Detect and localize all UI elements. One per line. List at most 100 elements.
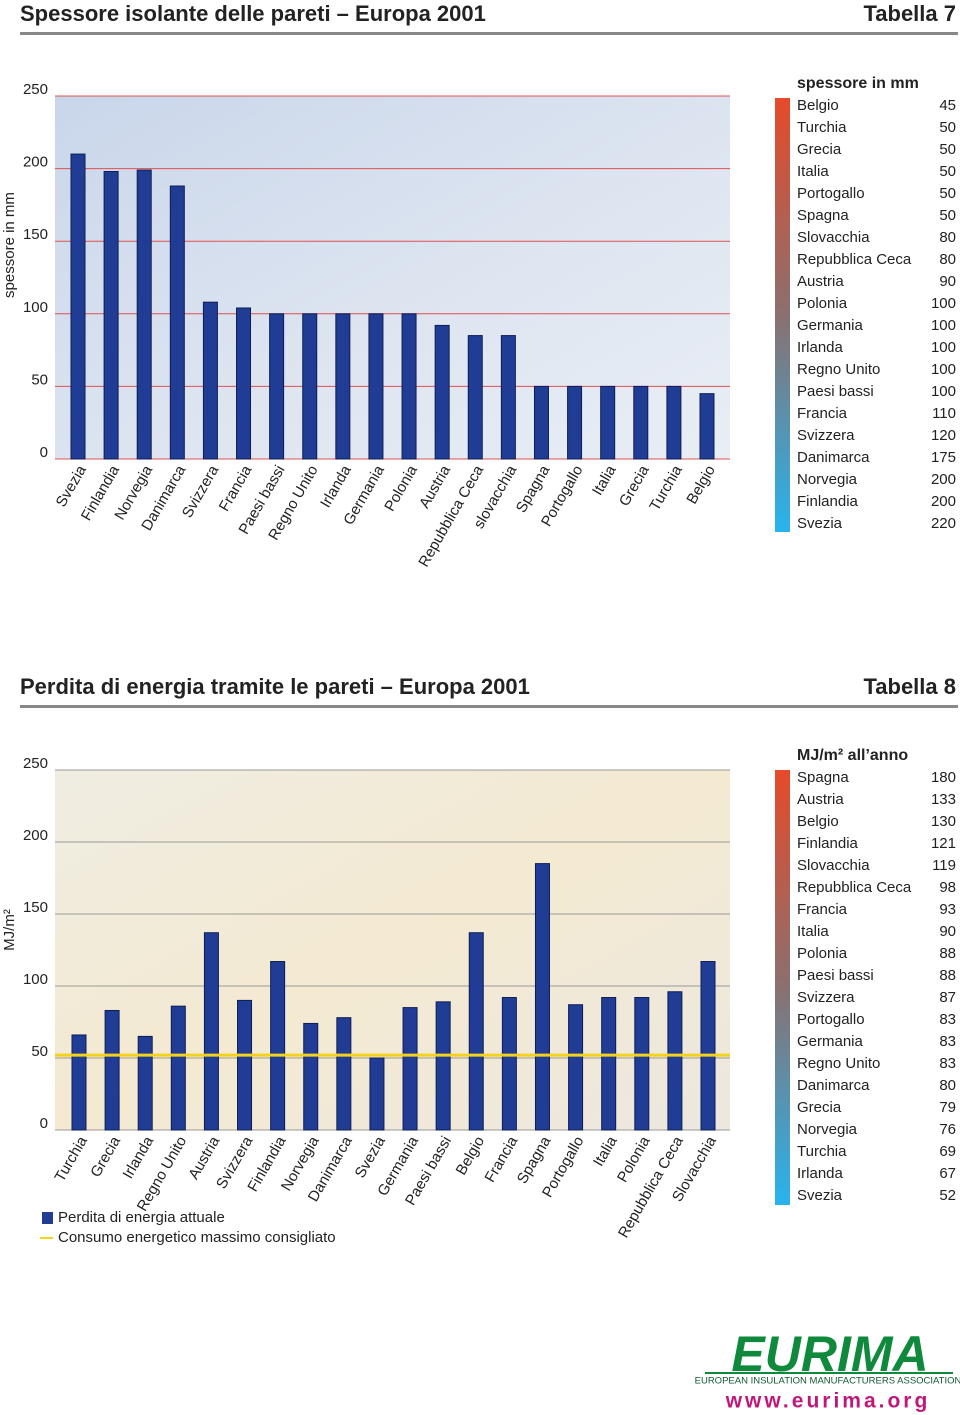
table-value: 220	[931, 515, 956, 532]
bar	[237, 999, 253, 1131]
x-tick-label: Turchia	[51, 1133, 91, 1185]
table-value: 50	[939, 141, 956, 158]
table-country: Francia	[797, 405, 848, 422]
chart-title: Spessore isolante delle pareti – Europa …	[20, 1, 486, 26]
bar	[567, 385, 583, 460]
table-country: Italia	[797, 163, 829, 180]
table-country: Turchia	[797, 119, 847, 136]
table-value: 45	[939, 97, 956, 114]
bar	[202, 301, 218, 460]
table-country: Repubblica Ceca	[797, 879, 912, 896]
y-axis-title: spessore in mm	[1, 192, 18, 298]
table-value: 83	[939, 1055, 956, 1072]
table-country: Irlanda	[797, 1165, 844, 1182]
table-country: Finlandia	[797, 493, 859, 510]
table-country: Belgio	[797, 813, 839, 830]
bar	[270, 961, 286, 1131]
color-strip	[775, 770, 790, 1205]
y-tick-label: 200	[23, 154, 48, 171]
bar	[633, 385, 649, 460]
table-label: Tabella 8	[863, 674, 956, 699]
y-tick-label: 150	[23, 899, 48, 916]
table-country: Paesi bassi	[797, 967, 874, 984]
table-value: 175	[931, 449, 956, 466]
table-value: 200	[931, 471, 956, 488]
bar	[568, 1004, 584, 1131]
table-value: 130	[931, 813, 956, 830]
chart-title: Perdita di energia tramite le pareti – E…	[20, 674, 530, 699]
bar	[303, 1022, 319, 1131]
bar	[434, 324, 450, 460]
table-value: 80	[939, 251, 956, 268]
y-tick-label: 250	[23, 755, 48, 772]
table-country: Grecia	[797, 141, 842, 158]
bar	[104, 1009, 120, 1131]
bar	[169, 185, 185, 460]
table-country: Regno Unito	[797, 1055, 880, 1072]
y-axis-title: MJ/m²	[1, 909, 18, 951]
bar	[335, 313, 351, 460]
table-country: Slovacchia	[797, 229, 870, 246]
table-header: MJ/m² all’anno	[797, 747, 908, 764]
table-value: 200	[931, 493, 956, 510]
table-value: 50	[939, 207, 956, 224]
table-value: 90	[939, 273, 956, 290]
table-header: spessore in mm	[797, 75, 919, 92]
table-country: Svezia	[797, 515, 843, 532]
bar	[700, 961, 716, 1131]
bar	[369, 1057, 385, 1131]
table-value: 180	[931, 769, 956, 786]
table-value: 50	[939, 163, 956, 180]
table-country: Grecia	[797, 1099, 842, 1116]
table-value: 83	[939, 1033, 956, 1050]
bar	[467, 335, 483, 460]
bar	[634, 997, 650, 1131]
bar	[401, 313, 417, 460]
table-value: 88	[939, 945, 956, 962]
bar	[402, 1007, 418, 1131]
table-country: Norvegia	[797, 471, 858, 488]
legend-label: Perdita di energia attuale	[58, 1209, 225, 1226]
table-value: 100	[931, 317, 956, 334]
bar	[71, 1034, 87, 1131]
table-country: Polonia	[797, 295, 848, 312]
table-country: Portogallo	[797, 185, 865, 202]
table-country: Svizzera	[797, 989, 855, 1006]
y-tick-label: 150	[23, 226, 48, 243]
bar	[468, 932, 484, 1131]
plot-background	[55, 770, 730, 1130]
table-value: 121	[931, 835, 956, 852]
table-value: 50	[939, 119, 956, 136]
table-value: 98	[939, 879, 956, 896]
table-value: 80	[939, 1077, 956, 1094]
table-country: Repubblica Ceca	[797, 251, 912, 268]
bar	[500, 335, 516, 460]
table-country: Irlanda	[797, 339, 844, 356]
bar	[601, 997, 617, 1131]
table-country: Danimarca	[797, 1077, 870, 1094]
bar	[269, 313, 285, 460]
bar	[70, 153, 86, 460]
table-country: Regno Unito	[797, 361, 880, 378]
table-country: Francia	[797, 901, 848, 918]
table-value: 87	[939, 989, 956, 1006]
table-value: 76	[939, 1121, 956, 1138]
table-country: Norvegia	[797, 1121, 858, 1138]
x-tick-label: Belgio	[683, 462, 719, 507]
table-value: 67	[939, 1165, 956, 1182]
bar	[600, 385, 616, 460]
y-tick-label: 250	[23, 81, 48, 98]
x-tick-label: Italia	[589, 462, 620, 499]
bar	[336, 1017, 352, 1131]
table-value: 52	[939, 1187, 956, 1204]
table-value: 100	[931, 295, 956, 312]
bar	[666, 385, 682, 460]
table-value: 50	[939, 185, 956, 202]
bar	[699, 393, 715, 460]
table-value: 100	[931, 339, 956, 356]
bar	[203, 932, 219, 1131]
bar	[170, 1005, 186, 1131]
table-value: 90	[939, 923, 956, 940]
table-country: Austria	[797, 791, 844, 808]
bar	[533, 385, 549, 460]
